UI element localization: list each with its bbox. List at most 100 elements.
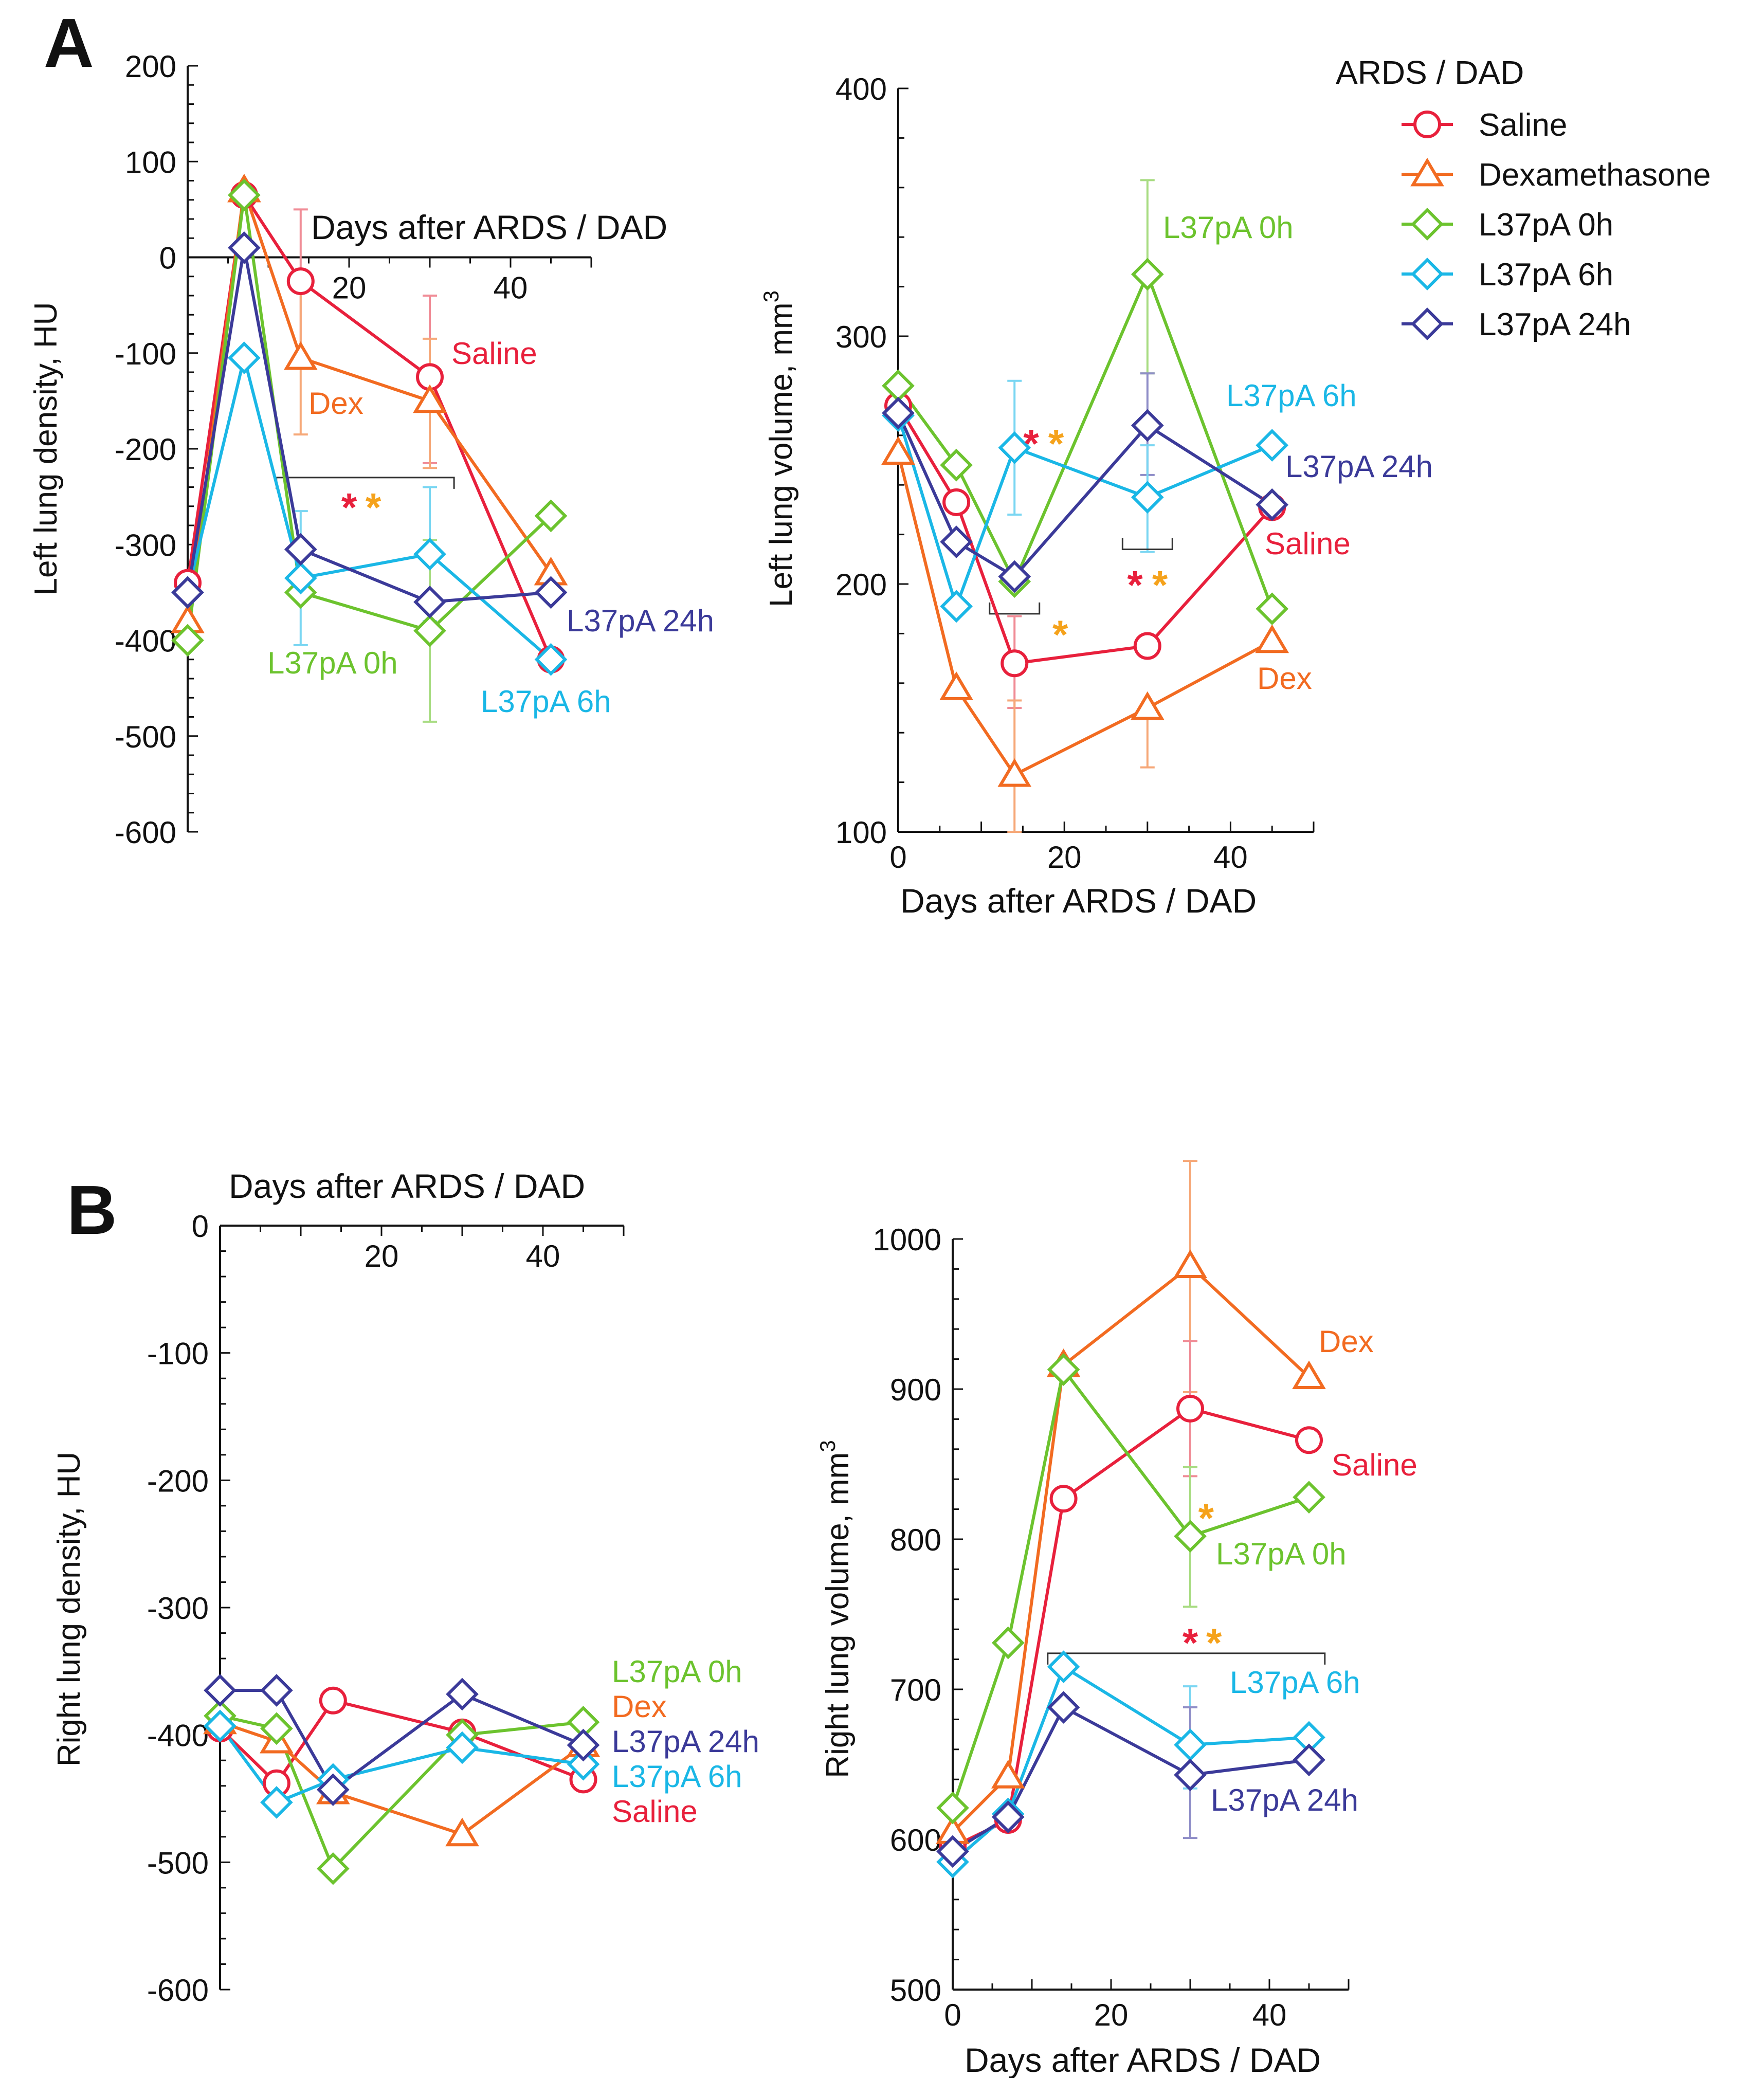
data-point-l6 [567,1747,600,1781]
data-point-saline [1133,632,1161,660]
series-label-l0: L37pA 0h [267,646,398,680]
x-tick-label: 20 [332,271,367,305]
y-tick-label: 300 [835,320,887,354]
data-point-dex [939,671,973,700]
data-point-l6 [1131,481,1164,514]
data-point-l24 [991,1800,1025,1834]
series-label-saline: Saline [1265,526,1351,561]
data-point-saline [1049,1485,1078,1513]
significance-asterisk: * [1183,1620,1198,1665]
data-point-l0 [882,369,915,403]
legend-label-saline: Saline [1479,107,1567,143]
data-point-l24 [998,560,1031,593]
y-axis-label: Left lung volume, mm3 [759,290,799,607]
significance-asterisk: * [1048,421,1064,466]
series-label-l24: L37pA 24h [612,1724,759,1759]
data-point-saline [1176,1394,1204,1423]
y-axis-label-text: Left lung volume, mm [763,302,799,607]
data-point-l24 [1293,1743,1325,1777]
x-axis-label: Days after ARDS / DAD [965,2041,1321,2078]
y-axis-label-text: Left lung density, HU [28,302,64,596]
data-point-l24 [882,396,915,430]
data-point-l24 [1131,409,1164,442]
y-tick-label: -600 [115,815,176,850]
y-tick-label: 600 [890,1823,941,1857]
y-tick-label: 400 [835,72,887,106]
data-point-l24 [1174,1758,1207,1792]
series-label-l6: L37pA 6h [1230,1665,1360,1700]
y-tick-label: 200 [835,568,887,602]
y-tick-label: 700 [890,1673,941,1707]
significance-asterisk: * [1198,1495,1214,1540]
x-axis-label: Days after ARDS / DAD [229,1167,585,1205]
data-point-l6 [534,643,568,676]
data-point-l6 [940,590,973,623]
legend: ARDS / DAD Saline Dexamethasone L37pA 0h L3… [1336,54,1711,342]
series-label-saline: Saline [451,336,537,371]
data-point-l6 [446,1731,479,1764]
legend-label-l24: L37pA 24h [1479,307,1631,342]
y-tick-label: 100 [125,145,176,179]
chart-right-lung-density: 0 -100 -200 -300 -400 -500 -600 20 40 Days after … [51,1167,759,2008]
data-point-l24 [204,1674,237,1707]
significance-bracket [1047,1652,1326,1665]
data-point-l0 [1047,1353,1080,1386]
y-tick-label: -300 [115,528,176,562]
data-point-l24 [284,533,317,566]
x-tick-label: 20 [1094,1998,1129,2032]
data-point-l6 [284,561,317,595]
significance-asterisk: * [1206,1620,1222,1665]
y-tick-label: 500 [890,1973,941,2008]
data-point-l0 [1174,1520,1207,1553]
data-point-l6 [413,538,446,571]
series-line-l0 [897,272,1274,610]
legend-marker-l24 [1411,307,1444,340]
data-point-l0 [260,1712,293,1745]
x-tick-label: 0 [889,840,906,874]
series-label-l6: L37pA 6h [481,684,611,719]
series-label-l6: L37pA 6h [1226,378,1357,413]
y-tick-label: -300 [147,1591,209,1626]
x-tick-label: 20 [365,1239,399,1273]
series-label-l0: L37pA 0h [612,1654,742,1689]
series-label-l0: L37pA 0h [1216,1537,1347,1571]
legend-label-l6: L37pA 6h [1479,257,1613,293]
y-axis-label-superscript: 3 [759,290,783,302]
significance-asterisk: * [1023,421,1039,466]
data-point-l0 [1256,592,1289,626]
y-tick-label: -100 [147,1337,209,1371]
data-point-dex [1173,1249,1207,1278]
data-point-l6 [260,1786,293,1819]
legend-marker-dex [1410,157,1444,187]
legend-marker-l0 [1411,208,1444,241]
legend-title: ARDS / DAD [1336,54,1524,91]
x-axis-label: Days after ARDS / DAD [311,208,667,246]
data-point-l0 [534,499,568,533]
y-tick-label: -500 [147,1846,209,1880]
y-tick-label: -400 [115,624,176,659]
series-label-saline: Saline [1332,1448,1417,1482]
y-tick-label: -100 [115,337,176,371]
y-tick-label: -200 [115,432,176,467]
data-point-dex [997,758,1032,787]
data-point-saline [942,488,971,516]
data-point-l24 [260,1674,293,1707]
data-point-dex [1255,624,1289,653]
data-point-dex [283,341,318,370]
y-axis-label-text: Right lung density, HU [51,1452,87,1766]
panel-label-b: B [67,1171,117,1249]
series-label-l24: L37pA 24h [567,604,714,638]
legend-label-l0: L37pA 0h [1479,207,1613,243]
series-label-dex: Dex [1319,1324,1374,1359]
y-axis-label: Left lung density, HU [28,302,64,596]
data-point-saline [319,1686,347,1715]
chart-left-lung-volume: 400 300 200 1000 20 40 Days after ARDS / DAD Le… [759,72,1433,920]
data-point-dex [413,384,447,413]
y-tick-label: -500 [115,720,176,754]
data-point-l6 [1174,1728,1207,1761]
data-point-l24 [171,576,204,609]
y-tick-label: 0 [192,1209,209,1244]
y-axis-label: Right lung volume, mm3 [815,1440,856,1778]
